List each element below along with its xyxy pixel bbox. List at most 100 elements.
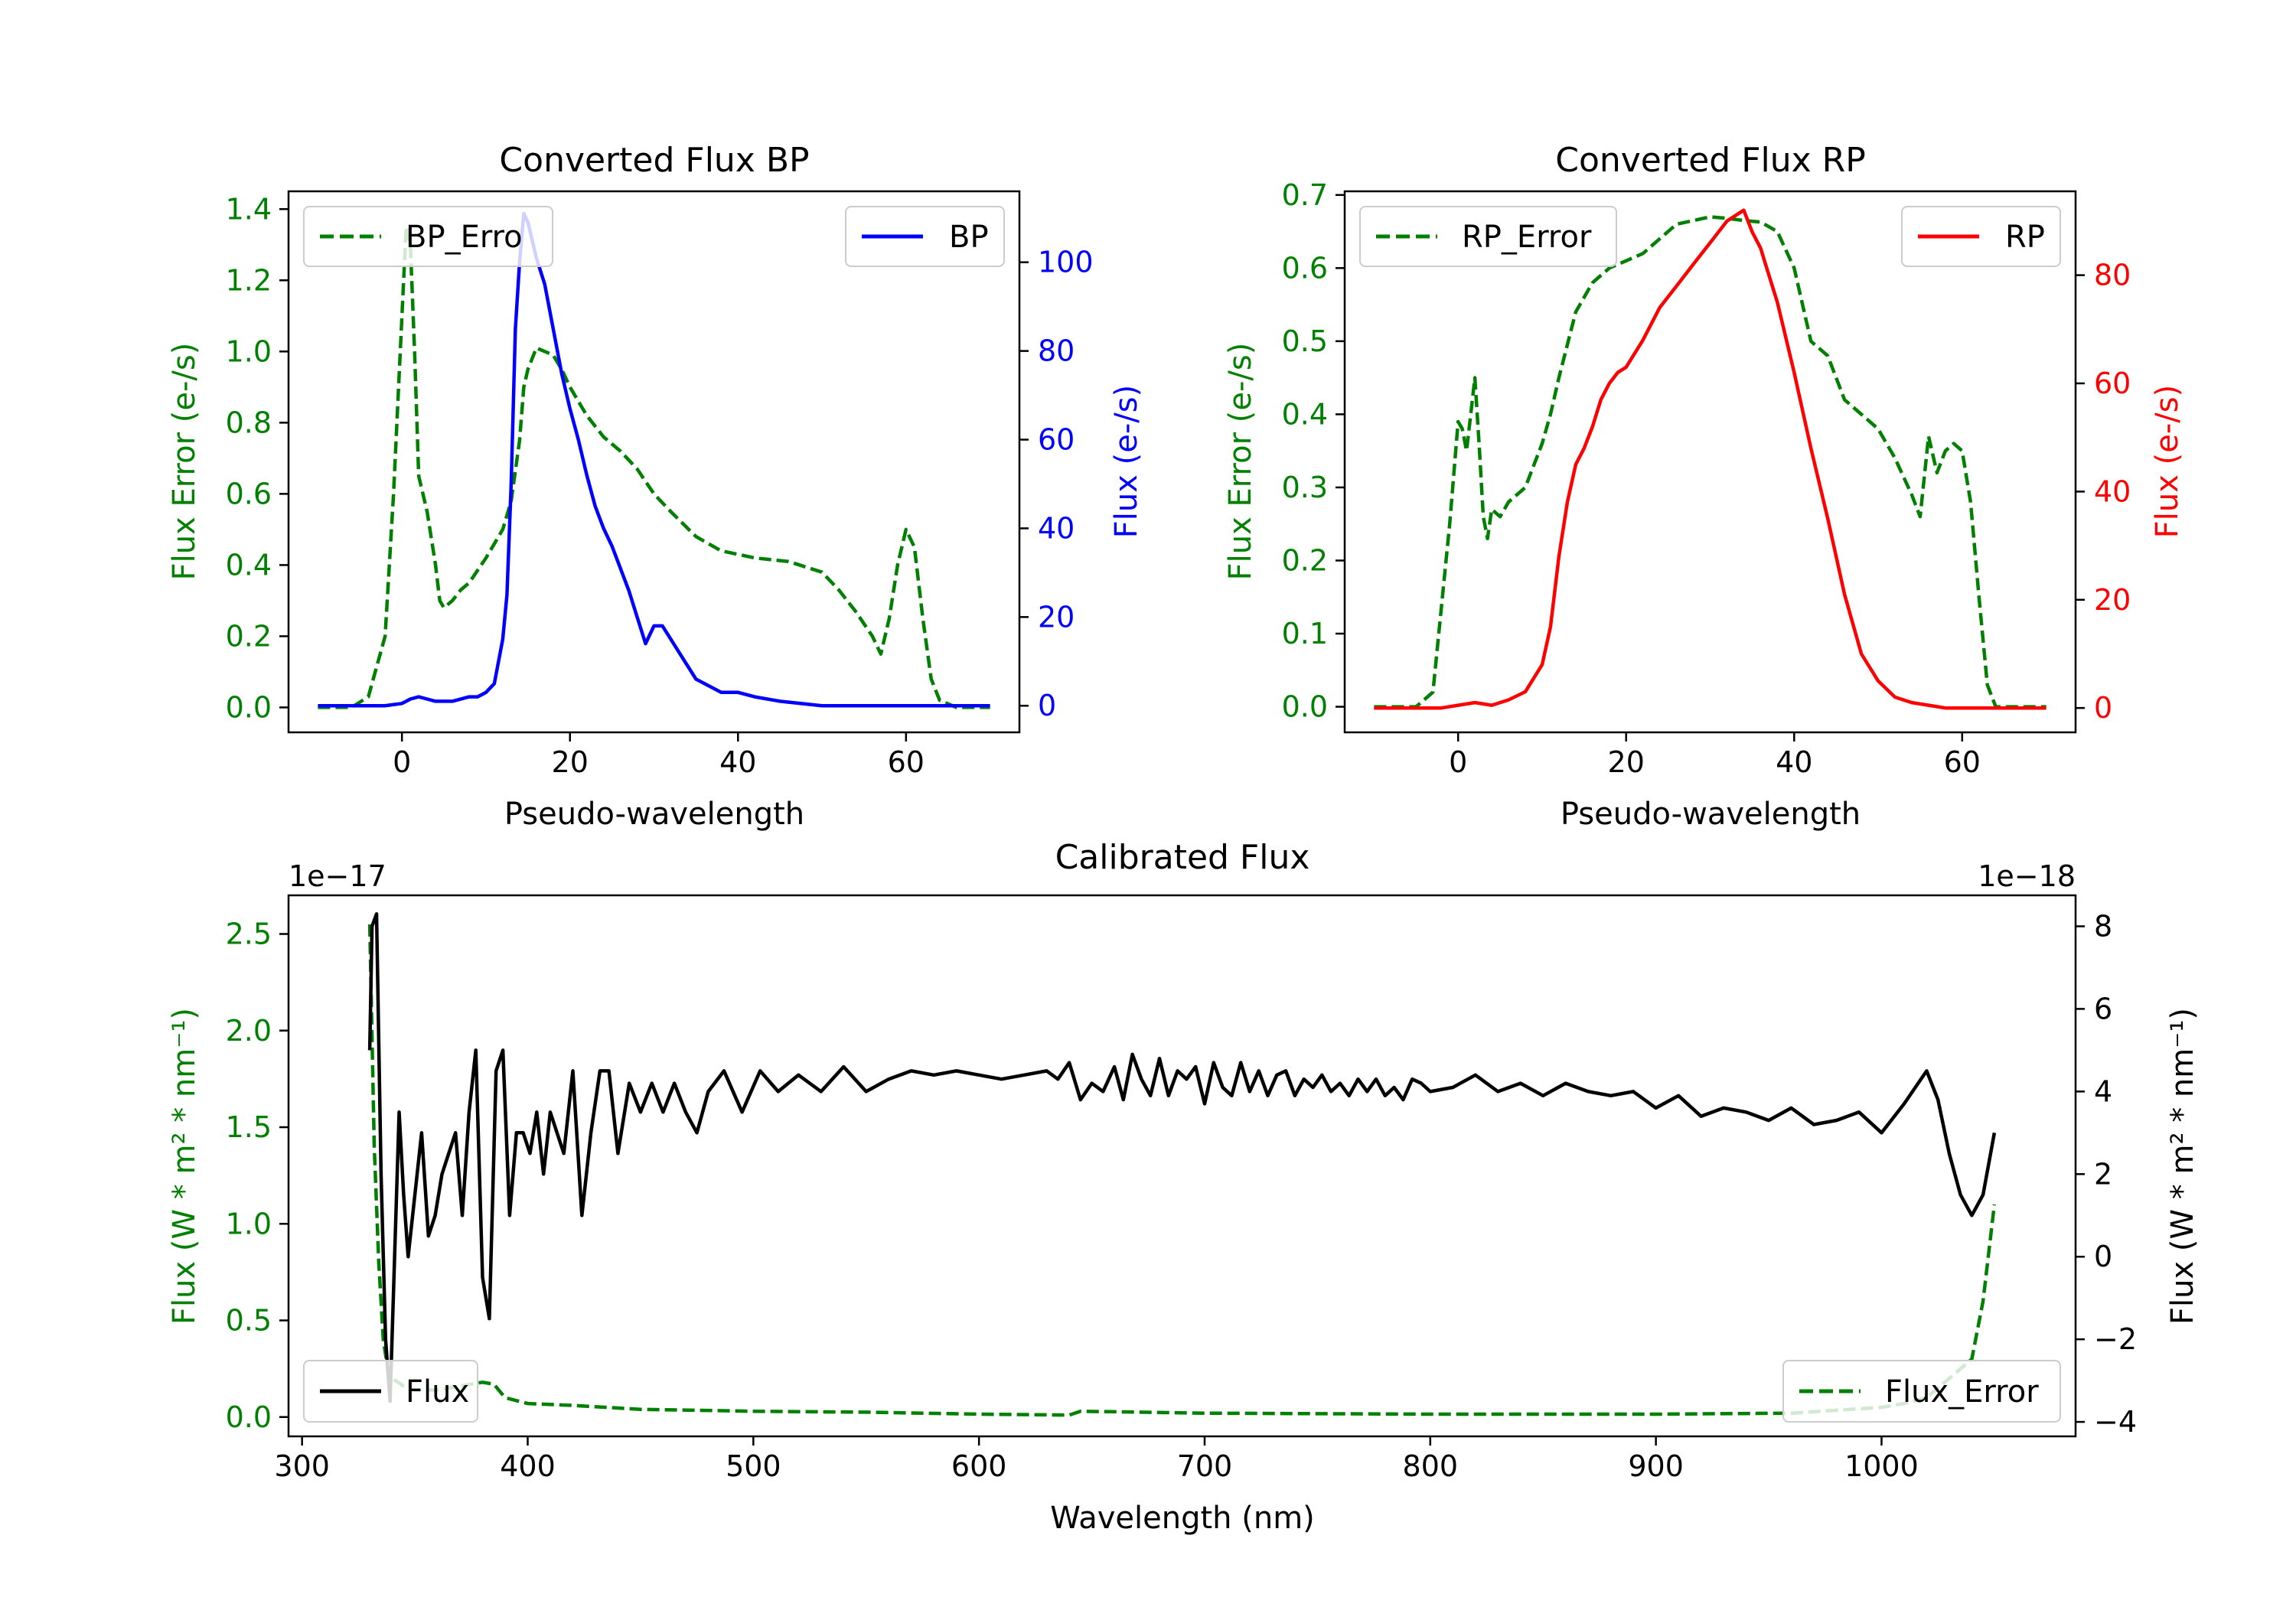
rp-xtick-label: 0 [1449,745,1467,779]
cal-ticks: 300 400 500 600 700 800 900 1000 0.0 0.5 1.0 1.5 2.0… [226,909,2137,1483]
rp-xtick-label: 20 [1608,745,1645,779]
bp-ytick-right-label: 60 [1038,423,1075,457]
rp-ytick-right-label: 20 [2094,583,2131,617]
cal-xtick-label: 500 [726,1449,781,1483]
bp-xtick-label: 20 [552,745,589,779]
cal-ytick-left-label: 1.5 [226,1110,272,1144]
bp-legend-flux-label: BP [949,220,989,255]
bp-series-layer [318,211,990,709]
rp-ytick-right-label: 0 [2094,691,2112,725]
bp-legend-flux: BP [845,206,1005,267]
bp-ytick-left-label: 0.0 [226,690,272,724]
rp-xtick-label: 60 [1944,745,1981,779]
rp-ytick-left-label: 0.7 [1282,178,1328,212]
cal-ylabel-left: Flux (W * m² * nm⁻¹) [167,1008,202,1325]
cal-ytick-right-label: 4 [2094,1074,2112,1108]
bp-ylabel-right: Flux (e-/s) [1109,385,1144,538]
rp-ytick-left-label: 0.1 [1282,617,1328,650]
cal-ytick-left-label: 1.0 [226,1207,272,1240]
cal-xtick-label: 400 [500,1449,556,1483]
rp-xtick-label: 40 [1776,745,1812,779]
rp-panel: Converted Flux RP 0 20 40 60 0.0 0.1 0.2 0.3 0.4… [1223,141,2185,832]
rp-ytick-right-label: 80 [2094,259,2131,292]
bp-xtick-label: 40 [719,745,756,779]
cal-right-offset: 1e−18 [1978,859,2076,893]
rp-ticks: 0 20 40 60 0.0 0.1 0.2 0.3 0.4 0.5 0.6 0.7 0 20 40 60 80 [1282,178,2131,779]
cal-ytick-right-label: −2 [2094,1322,2137,1356]
bp-series-bp [318,211,990,708]
rp-plot-frame [1343,190,2077,734]
bp-ytick-left-label: 1.2 [226,263,272,297]
bp-ytick-right-label: 0 [1038,689,1056,722]
rp-legend-error-label: RP_Error [1462,220,1592,255]
bp-ytick-left-label: 0.6 [226,477,272,510]
bp-legend-error: BP_Erro [303,206,553,267]
calibrated-panel: Calibrated Flux 300 400 500 600 700 800 900 100… [167,838,2200,1536]
cal-title: Calibrated Flux [1055,838,1310,877]
cal-ytick-left-label: 2.0 [226,1014,272,1048]
cal-ytick-left-label: 0.0 [226,1400,272,1434]
cal-xtick-label: 800 [1403,1449,1459,1483]
bp-ytick-right-label: 40 [1038,511,1075,545]
cal-ytick-left-label: 0.5 [226,1304,272,1338]
rp-legend-flux-label: RP [2005,220,2045,255]
bp-legend-flux-box [845,206,1005,267]
rp-ytick-left-label: 0.0 [1282,690,1328,724]
rp-series-rp-error [1374,215,2047,709]
cal-legend-error-box [1782,1360,2061,1423]
cal-ytick-right-label: 2 [2094,1157,2112,1191]
rp-ytick-left-label: 0.6 [1282,251,1328,285]
bp-series-bp-error [318,225,990,709]
rp-legend-flux-box [1901,206,2061,267]
rp-ytick-left-label: 0.5 [1282,324,1328,358]
cal-legend-error-label: Flux_Error [1885,1374,2039,1410]
bp-ytick-left-label: 1.0 [226,334,272,368]
bp-title: Converted Flux BP [499,141,809,180]
bp-ticks: 0 20 40 60 0.0 0.2 0.4 0.6 0.8 1.0 1.2 1.4 0 20 40 60 80… [226,192,1094,779]
cal-xtick-label: 700 [1177,1449,1233,1483]
rp-xlabel: Pseudo-wavelength [1561,797,1861,832]
bp-ylabel-left: Flux Error (e-/s) [167,343,202,581]
bp-ytick-left-label: 1.4 [226,192,272,226]
rp-ytick-left-label: 0.4 [1282,397,1328,431]
cal-legend-flux-label: Flux [406,1374,469,1410]
bp-ytick-left-label: 0.8 [226,406,272,439]
bp-plot-frame [287,190,1021,734]
cal-legend-flux: Flux [303,1360,478,1423]
bp-xtick-label: 60 [888,745,925,779]
bp-panel: Converted Flux BP 0 20 40 60 0.0 0.2 0.4 0.6 0.8… [167,141,1144,832]
bp-legend-error-label: BP_Erro [406,220,523,255]
cal-ytick-right-label: 0 [2094,1240,2112,1273]
cal-series-flux [367,912,1997,1403]
bp-ytick-left-label: 0.4 [226,548,272,582]
cal-ytick-right-label: 8 [2094,909,2112,943]
rp-ytick-left-label: 0.2 [1282,543,1328,577]
rp-ytick-right-label: 40 [2094,474,2131,508]
cal-left-offset: 1e−17 [289,859,386,893]
cal-ytick-left-label: 2.5 [226,918,272,951]
cal-ytick-right-label: 6 [2094,992,2112,1025]
cal-legend-flux-box [303,1360,478,1423]
bp-ytick-left-label: 0.2 [226,619,272,653]
bp-xlabel: Pseudo-wavelength [504,797,804,832]
cal-xtick-label: 600 [951,1449,1007,1483]
bp-ytick-right-label: 20 [1038,600,1075,634]
rp-legend-error: RP_Error [1359,206,1617,267]
bp-ytick-right-label: 100 [1038,246,1094,279]
cal-plot-frame [287,894,2077,1438]
rp-ytick-right-label: 60 [2094,367,2131,400]
rp-series-rp [1374,208,2047,710]
bp-legend-error-box [303,206,553,267]
rp-ylabel-left: Flux Error (e-/s) [1223,343,1258,581]
bp-ytick-right-label: 80 [1038,334,1075,368]
rp-ytick-left-label: 0.3 [1282,471,1328,504]
rp-legend-flux: RP [1901,206,2061,267]
rp-title: Converted Flux RP [1555,141,1866,180]
cal-xtick-label: 900 [1628,1449,1684,1483]
rp-legend-error-box [1359,206,1617,267]
bp-xtick-label: 0 [393,745,411,779]
cal-ytick-right-label: −4 [2094,1405,2137,1439]
cal-legend-error: Flux_Error [1782,1360,2061,1423]
cal-ylabel-right: Flux (W * m² * nm⁻¹) [2165,1008,2200,1325]
